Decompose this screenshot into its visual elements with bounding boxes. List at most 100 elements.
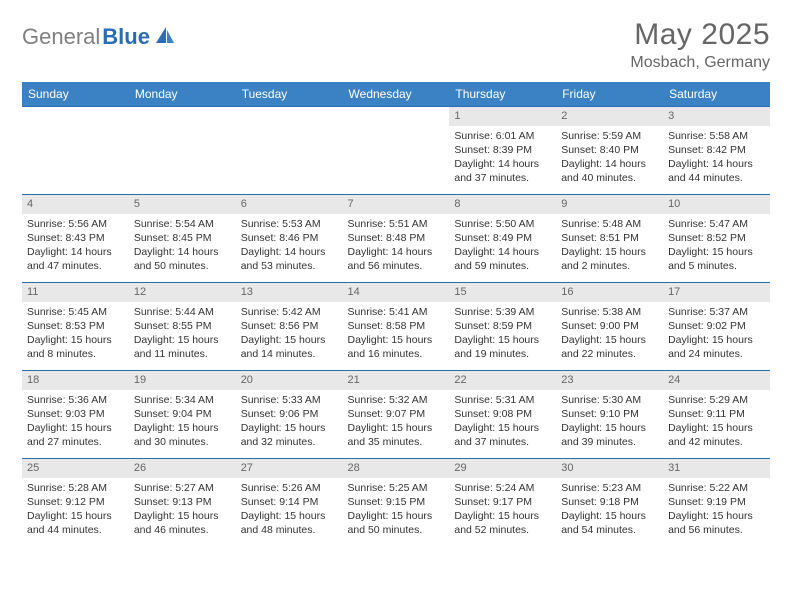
day-cell: 1Sunrise: 6:01 AMSunset: 8:39 PMDaylight… [449, 107, 556, 195]
sunset-text: Sunset: 8:56 PM [241, 319, 338, 333]
sunset-text: Sunset: 9:10 PM [561, 407, 658, 421]
day-cell: 26Sunrise: 5:27 AMSunset: 9:13 PMDayligh… [129, 459, 236, 547]
day-cell: 19Sunrise: 5:34 AMSunset: 9:04 PMDayligh… [129, 371, 236, 459]
sunset-text: Sunset: 8:51 PM [561, 231, 658, 245]
sunrise-text: Sunrise: 5:44 AM [134, 305, 231, 319]
sunrise-text: Sunrise: 5:26 AM [241, 481, 338, 495]
day-cell: 6Sunrise: 5:53 AMSunset: 8:46 PMDaylight… [236, 195, 343, 283]
sunset-text: Sunset: 9:07 PM [348, 407, 445, 421]
day-content: Sunrise: 5:44 AMSunset: 8:55 PMDaylight:… [129, 302, 236, 367]
day-content: Sunrise: 5:38 AMSunset: 9:00 PMDaylight:… [556, 302, 663, 367]
daylight-text: Daylight: 15 hours and 30 minutes. [134, 421, 231, 449]
day-cell: 30Sunrise: 5:23 AMSunset: 9:18 PMDayligh… [556, 459, 663, 547]
daylight-text: Daylight: 15 hours and 42 minutes. [668, 421, 765, 449]
sunrise-text: Sunrise: 5:34 AM [134, 393, 231, 407]
sunrise-text: Sunrise: 5:33 AM [241, 393, 338, 407]
day-number: 16 [556, 283, 663, 302]
sunrise-text: Sunrise: 5:32 AM [348, 393, 445, 407]
day-cell: 18Sunrise: 5:36 AMSunset: 9:03 PMDayligh… [22, 371, 129, 459]
day-content: Sunrise: 5:53 AMSunset: 8:46 PMDaylight:… [236, 214, 343, 279]
calendar-table: Sunday Monday Tuesday Wednesday Thursday… [22, 82, 770, 547]
sunset-text: Sunset: 8:55 PM [134, 319, 231, 333]
day-number: 20 [236, 371, 343, 390]
sunrise-text: Sunrise: 5:51 AM [348, 217, 445, 231]
sunset-text: Sunset: 8:42 PM [668, 143, 765, 157]
day-content: Sunrise: 5:29 AMSunset: 9:11 PMDaylight:… [663, 390, 770, 455]
day-content: Sunrise: 5:56 AMSunset: 8:43 PMDaylight:… [22, 214, 129, 279]
day-number: 14 [343, 283, 450, 302]
day-cell: 3Sunrise: 5:58 AMSunset: 8:42 PMDaylight… [663, 107, 770, 195]
sunrise-text: Sunrise: 5:48 AM [561, 217, 658, 231]
day-cell: 21Sunrise: 5:32 AMSunset: 9:07 PMDayligh… [343, 371, 450, 459]
day-content: Sunrise: 5:28 AMSunset: 9:12 PMDaylight:… [22, 478, 129, 543]
day-cell [129, 107, 236, 195]
day-cell: 23Sunrise: 5:30 AMSunset: 9:10 PMDayligh… [556, 371, 663, 459]
sunrise-text: Sunrise: 5:56 AM [27, 217, 124, 231]
daylight-text: Daylight: 15 hours and 46 minutes. [134, 509, 231, 537]
day-header: Saturday [663, 82, 770, 107]
day-content: Sunrise: 5:32 AMSunset: 9:07 PMDaylight:… [343, 390, 450, 455]
day-content: Sunrise: 5:34 AMSunset: 9:04 PMDaylight:… [129, 390, 236, 455]
sunrise-text: Sunrise: 5:42 AM [241, 305, 338, 319]
day-cell: 28Sunrise: 5:25 AMSunset: 9:15 PMDayligh… [343, 459, 450, 547]
day-content: Sunrise: 5:58 AMSunset: 8:42 PMDaylight:… [663, 126, 770, 191]
daylight-text: Daylight: 15 hours and 48 minutes. [241, 509, 338, 537]
sunrise-text: Sunrise: 5:25 AM [348, 481, 445, 495]
sunrise-text: Sunrise: 5:53 AM [241, 217, 338, 231]
day-number: 12 [129, 283, 236, 302]
day-number: 3 [663, 107, 770, 126]
sunset-text: Sunset: 9:18 PM [561, 495, 658, 509]
day-number: 27 [236, 459, 343, 478]
week-row: 1Sunrise: 6:01 AMSunset: 8:39 PMDaylight… [22, 107, 770, 195]
day-number: 13 [236, 283, 343, 302]
day-number: 23 [556, 371, 663, 390]
sunrise-text: Sunrise: 5:29 AM [668, 393, 765, 407]
day-content: Sunrise: 5:24 AMSunset: 9:17 PMDaylight:… [449, 478, 556, 543]
sunset-text: Sunset: 9:12 PM [27, 495, 124, 509]
sunrise-text: Sunrise: 5:47 AM [668, 217, 765, 231]
day-number: 18 [22, 371, 129, 390]
sunset-text: Sunset: 9:15 PM [348, 495, 445, 509]
day-content: Sunrise: 5:37 AMSunset: 9:02 PMDaylight:… [663, 302, 770, 367]
day-cell: 17Sunrise: 5:37 AMSunset: 9:02 PMDayligh… [663, 283, 770, 371]
month-title: May 2025 [630, 18, 770, 52]
day-header: Sunday [22, 82, 129, 107]
sunrise-text: Sunrise: 5:22 AM [668, 481, 765, 495]
logo-text-gray: General [22, 24, 100, 50]
day-cell: 11Sunrise: 5:45 AMSunset: 8:53 PMDayligh… [22, 283, 129, 371]
day-cell: 5Sunrise: 5:54 AMSunset: 8:45 PMDaylight… [129, 195, 236, 283]
sunset-text: Sunset: 8:58 PM [348, 319, 445, 333]
day-cell: 25Sunrise: 5:28 AMSunset: 9:12 PMDayligh… [22, 459, 129, 547]
day-number: 28 [343, 459, 450, 478]
sunrise-text: Sunrise: 5:41 AM [348, 305, 445, 319]
day-cell: 7Sunrise: 5:51 AMSunset: 8:48 PMDaylight… [343, 195, 450, 283]
sunset-text: Sunset: 9:17 PM [454, 495, 551, 509]
sunset-text: Sunset: 8:53 PM [27, 319, 124, 333]
sunrise-text: Sunrise: 5:58 AM [668, 129, 765, 143]
sunset-text: Sunset: 9:19 PM [668, 495, 765, 509]
sunset-text: Sunset: 9:04 PM [134, 407, 231, 421]
day-content: Sunrise: 5:23 AMSunset: 9:18 PMDaylight:… [556, 478, 663, 543]
day-header: Tuesday [236, 82, 343, 107]
day-cell: 8Sunrise: 5:50 AMSunset: 8:49 PMDaylight… [449, 195, 556, 283]
daylight-text: Daylight: 15 hours and 54 minutes. [561, 509, 658, 537]
day-content: Sunrise: 5:41 AMSunset: 8:58 PMDaylight:… [343, 302, 450, 367]
sunset-text: Sunset: 9:14 PM [241, 495, 338, 509]
day-content: Sunrise: 5:36 AMSunset: 9:03 PMDaylight:… [22, 390, 129, 455]
day-number: 10 [663, 195, 770, 214]
day-cell: 13Sunrise: 5:42 AMSunset: 8:56 PMDayligh… [236, 283, 343, 371]
daylight-text: Daylight: 15 hours and 11 minutes. [134, 333, 231, 361]
daylight-text: Daylight: 14 hours and 53 minutes. [241, 245, 338, 273]
day-cell: 14Sunrise: 5:41 AMSunset: 8:58 PMDayligh… [343, 283, 450, 371]
daylight-text: Daylight: 15 hours and 32 minutes. [241, 421, 338, 449]
day-number: 17 [663, 283, 770, 302]
daylight-text: Daylight: 14 hours and 59 minutes. [454, 245, 551, 273]
day-content: Sunrise: 5:25 AMSunset: 9:15 PMDaylight:… [343, 478, 450, 543]
sunset-text: Sunset: 8:43 PM [27, 231, 124, 245]
calendar-body: 1Sunrise: 6:01 AMSunset: 8:39 PMDaylight… [22, 107, 770, 547]
sunset-text: Sunset: 9:08 PM [454, 407, 551, 421]
day-content: Sunrise: 5:33 AMSunset: 9:06 PMDaylight:… [236, 390, 343, 455]
day-cell [343, 107, 450, 195]
daylight-text: Daylight: 15 hours and 2 minutes. [561, 245, 658, 273]
day-content: Sunrise: 5:42 AMSunset: 8:56 PMDaylight:… [236, 302, 343, 367]
